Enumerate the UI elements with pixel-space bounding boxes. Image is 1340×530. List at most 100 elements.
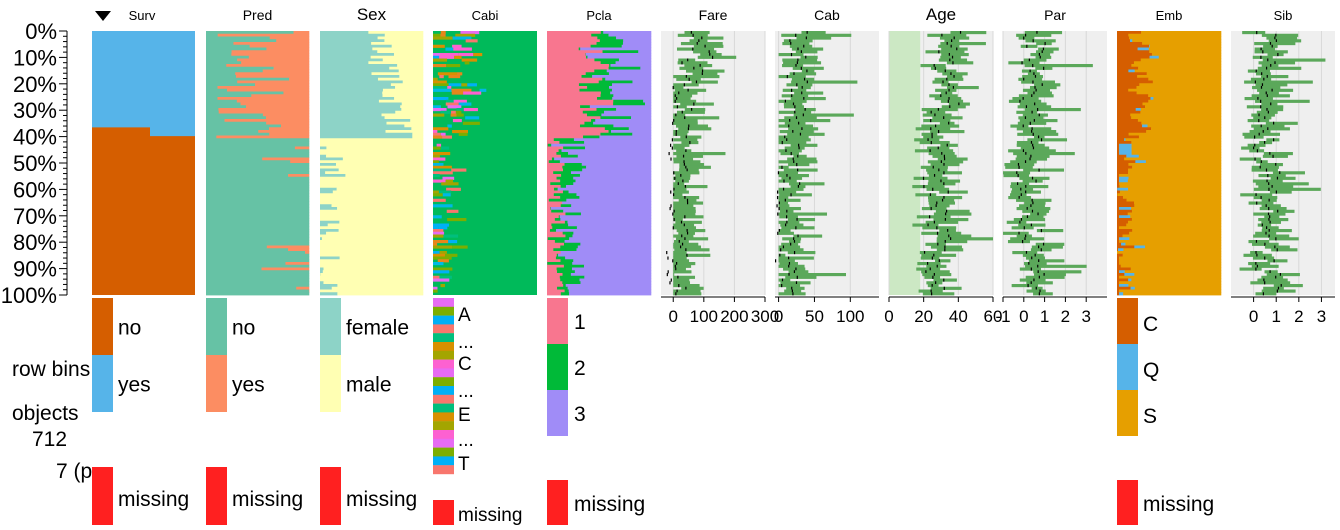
category-segment xyxy=(1117,31,1142,35)
category-segment xyxy=(1148,77,1222,81)
category-segment xyxy=(547,77,603,81)
mean-mark xyxy=(1270,64,1272,68)
value-bar xyxy=(693,44,724,48)
category-segment xyxy=(451,110,456,114)
category-segment xyxy=(446,64,461,68)
value-bar xyxy=(1023,58,1047,62)
category-segment xyxy=(563,264,585,268)
mean-mark xyxy=(790,152,792,156)
mean-mark xyxy=(683,83,685,87)
y-tick-label: 100% xyxy=(1,283,57,308)
value-bar xyxy=(778,75,806,79)
category-segment xyxy=(1151,53,1222,57)
category-segment xyxy=(320,58,384,62)
legend-label: E xyxy=(458,405,471,426)
category-segment xyxy=(547,262,573,266)
category-segment xyxy=(1117,292,1120,296)
mean-mark xyxy=(1266,108,1268,112)
category-segment xyxy=(547,286,558,290)
category-segment xyxy=(578,47,581,51)
category-segment xyxy=(206,165,310,169)
category-segment xyxy=(206,284,310,288)
category-segment xyxy=(446,209,459,213)
category-segment xyxy=(206,190,310,194)
value-bar xyxy=(923,119,951,123)
category-segment xyxy=(1117,193,1118,197)
mean-mark xyxy=(1266,94,1268,98)
category-segment xyxy=(433,234,444,238)
value-bar xyxy=(778,141,807,145)
value-bar xyxy=(778,248,804,252)
mean-mark xyxy=(948,83,950,87)
category-segment xyxy=(593,121,652,125)
category-segment xyxy=(576,226,652,230)
category-segment xyxy=(320,83,392,87)
category-segment xyxy=(240,102,310,106)
category-segment xyxy=(565,256,652,260)
category-segment xyxy=(547,69,595,73)
category-segment xyxy=(1117,102,1143,106)
value-bar xyxy=(1253,127,1290,131)
category-segment xyxy=(206,174,289,178)
category-segment xyxy=(1140,110,1222,114)
mean-mark xyxy=(946,42,948,46)
value-bar xyxy=(912,185,945,189)
mean-mark xyxy=(708,50,710,54)
category-segment xyxy=(1124,138,1126,142)
value-bar xyxy=(784,146,805,150)
category-segment xyxy=(231,50,310,54)
category-segment xyxy=(1117,242,1122,246)
category-segment xyxy=(1122,253,1222,257)
category-segment xyxy=(217,97,310,101)
mean-mark xyxy=(800,50,802,54)
mean-mark xyxy=(947,99,949,103)
value-bar xyxy=(784,116,817,120)
category-segment xyxy=(1134,204,1222,208)
category-segment xyxy=(206,64,227,68)
category-segment xyxy=(440,110,452,114)
category-segment xyxy=(433,231,445,235)
value-bar xyxy=(673,113,686,117)
value-bar xyxy=(921,132,938,136)
category-segment xyxy=(1124,273,1135,277)
category-segment xyxy=(1117,187,1129,191)
mean-mark xyxy=(1019,220,1021,224)
mean-mark xyxy=(930,127,932,131)
category-segment xyxy=(547,97,598,101)
category-segment xyxy=(433,53,441,57)
mean-mark xyxy=(686,229,688,233)
mean-mark xyxy=(958,102,960,106)
category-segment xyxy=(218,110,310,114)
mean-mark xyxy=(946,209,948,213)
category-segment xyxy=(320,113,382,117)
category-segment xyxy=(1117,47,1138,51)
mean-mark xyxy=(1038,53,1040,57)
mean-mark xyxy=(940,160,942,164)
value-bar xyxy=(1036,42,1052,46)
category-segment xyxy=(560,259,574,263)
category-segment xyxy=(206,94,252,98)
value-bar xyxy=(915,193,937,197)
category-segment xyxy=(452,245,468,249)
mean-mark xyxy=(673,171,675,175)
category-segment xyxy=(320,289,424,293)
category-segment xyxy=(433,190,439,194)
category-segment xyxy=(320,157,344,161)
category-segment xyxy=(1117,286,1131,290)
value-bar xyxy=(928,179,961,183)
category-segment xyxy=(600,61,616,65)
category-segment xyxy=(384,116,424,120)
mean-mark xyxy=(680,174,682,178)
mean-mark xyxy=(1039,289,1041,293)
category-segment xyxy=(1117,143,1120,147)
category-segment xyxy=(547,64,610,68)
mean-mark xyxy=(779,253,781,257)
category-segment xyxy=(433,168,452,172)
mean-mark xyxy=(1029,157,1031,161)
category-segment xyxy=(206,50,232,54)
category-segment xyxy=(547,75,582,79)
category-segment xyxy=(610,91,652,95)
mean-mark xyxy=(793,72,795,76)
category-segment xyxy=(584,121,594,125)
mean-mark xyxy=(806,80,808,84)
